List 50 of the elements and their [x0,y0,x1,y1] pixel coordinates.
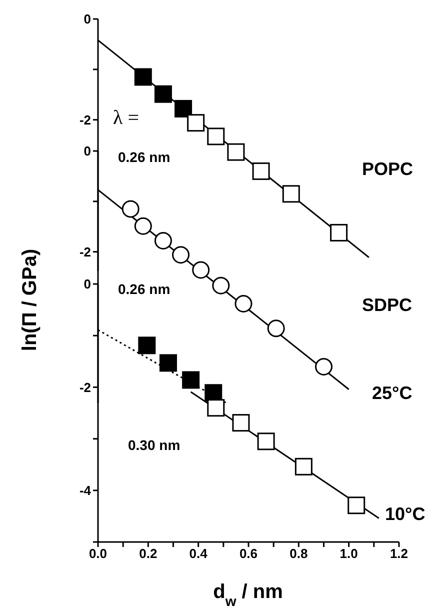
point [294,458,312,476]
point [234,294,252,312]
point [315,358,332,376]
point [154,85,172,103]
point [348,496,366,514]
point [174,100,192,118]
point [138,336,156,354]
x-tick-label: 0.0 [88,546,108,562]
point [187,114,205,132]
x-tick-label: 0.8 [290,546,308,562]
point [282,185,300,203]
y-axis-title: ln(Π / GPa) [19,248,41,352]
x-tick-label: 0.2 [139,546,158,562]
point [232,414,250,432]
y-tick-label: 0 [84,144,91,159]
point [122,200,140,218]
point [267,320,285,338]
point [134,217,152,235]
point [252,162,270,180]
x-axis-title: d$_{w}$ / nm [213,581,283,609]
y-tick-label: 0 [84,12,91,27]
annotation: λ = [113,107,139,129]
point [134,68,152,86]
point [212,276,230,294]
annotation: POPC [362,159,414,179]
y-tick-label: -2 [79,380,91,395]
annotation: 0.30 nm [128,437,180,453]
annotation: 0.26 nm [118,149,170,165]
point [207,128,225,146]
y-tick-label: -2 [79,244,91,260]
point [182,371,200,389]
x-tick-label: 0.6 [239,546,258,562]
y-tick-label: 0 [84,276,91,292]
y-tick-label: -4 [79,483,92,498]
point [172,246,190,264]
point [192,261,210,279]
point [227,143,245,161]
annotation: 25°C [372,383,412,403]
x-tick-label: 0.4 [189,546,208,562]
y-tick-label: -2 [79,112,91,128]
point [330,224,348,242]
x-tick-label: 1.0 [340,546,358,562]
point [159,354,177,372]
point [257,432,275,450]
annotation: 0.26 nm [118,281,170,297]
point [154,232,172,250]
x-tick-label: 1.2 [390,546,408,562]
annotation: 10°C [385,504,426,524]
point [207,399,225,417]
annotation: SDPC [362,295,412,315]
